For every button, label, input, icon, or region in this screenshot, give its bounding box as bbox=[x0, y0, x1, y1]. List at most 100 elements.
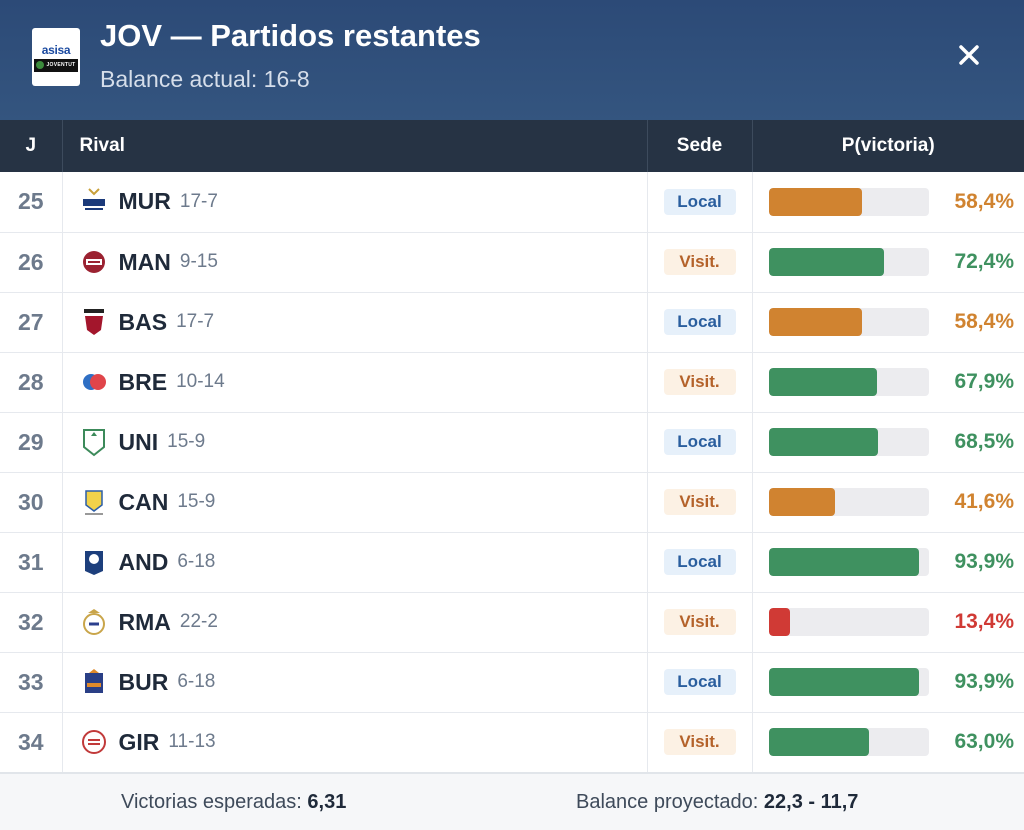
rival-name: CAN bbox=[118, 488, 169, 515]
rival-name: MAN bbox=[118, 248, 171, 275]
logo-team-text: JOVENTUT bbox=[46, 62, 76, 68]
rival-record: 6-18 bbox=[177, 671, 216, 692]
table-row[interactable]: 29 UNI 15-9 Local 68,5% bbox=[0, 412, 1024, 472]
probability-bar bbox=[768, 608, 929, 636]
summary-footer: Victorias esperadas: 6,31 Balance proyec… bbox=[0, 772, 1024, 830]
breogan-logo bbox=[81, 367, 107, 397]
baskonia-logo bbox=[81, 307, 107, 337]
table-row[interactable]: 27 BAS 17-7 Local 58,4% bbox=[0, 292, 1024, 352]
probability-bar bbox=[768, 488, 929, 516]
header-probability[interactable]: P(victoria) bbox=[841, 135, 935, 156]
probability-bar bbox=[768, 248, 929, 276]
joventut-logo: asisa JOVENTUT bbox=[32, 28, 80, 86]
header-rival[interactable]: Rival bbox=[62, 120, 648, 172]
probability-value: 13,4% bbox=[954, 610, 1014, 633]
baxi-manresa-logo bbox=[81, 247, 107, 277]
close-button[interactable] bbox=[952, 38, 986, 72]
table-row[interactable]: 25 MUR 17-7 Local 58,4% bbox=[0, 172, 1024, 232]
girona-logo bbox=[81, 727, 107, 757]
probability-bar-fill bbox=[768, 187, 862, 216]
table-row[interactable]: 26 MAN 9-15 Visit. 72,4% bbox=[0, 232, 1024, 292]
rival-name: BRE bbox=[118, 368, 168, 395]
table-row[interactable]: 30 CAN 15-9 Visit. 41,6% bbox=[0, 472, 1024, 532]
andorra-logo bbox=[81, 547, 107, 577]
probability-bar-fill bbox=[768, 428, 879, 456]
venue-badge: Local bbox=[663, 669, 736, 695]
probability-bar-fill bbox=[768, 308, 862, 336]
probability-value: 72,4% bbox=[954, 250, 1014, 273]
round-number: 27 bbox=[0, 292, 63, 352]
probability-bar bbox=[768, 308, 929, 336]
unicaja-logo bbox=[81, 427, 107, 457]
rival-record: 15-9 bbox=[177, 491, 216, 512]
modal-header: asisa JOVENTUT JOV — Partidos restantes … bbox=[0, 0, 1024, 120]
venue-badge: Local bbox=[663, 429, 736, 455]
projected-record-value: 22,3 - 11,7 bbox=[763, 790, 859, 813]
close-icon bbox=[959, 45, 979, 65]
table-row[interactable]: 32 RMA 22-2 Visit. 13,4% bbox=[0, 592, 1024, 652]
venue-badge: Visit. bbox=[663, 489, 736, 515]
probability-bar bbox=[768, 668, 929, 696]
ucam-murcia-logo bbox=[81, 187, 107, 217]
probability-value: 58,4% bbox=[954, 189, 1014, 213]
probability-bar-fill bbox=[768, 668, 919, 696]
venue-badge: Local bbox=[663, 549, 736, 575]
probability-value: 93,9% bbox=[954, 670, 1014, 693]
rival-record: 6-18 bbox=[177, 551, 216, 572]
probability-value: 63,0% bbox=[954, 730, 1014, 753]
round-number: 29 bbox=[0, 412, 63, 472]
rival-record: 17-7 bbox=[176, 311, 215, 332]
venue-badge: Visit. bbox=[663, 729, 736, 755]
probability-bar bbox=[768, 428, 929, 456]
probability-value: 58,4% bbox=[954, 310, 1014, 333]
rival-name: BUR bbox=[118, 668, 169, 695]
round-number: 28 bbox=[0, 352, 63, 412]
round-number: 31 bbox=[0, 532, 63, 592]
rival-record: 10-14 bbox=[176, 371, 225, 392]
rival-record: 15-9 bbox=[167, 431, 206, 452]
probability-value: 68,5% bbox=[954, 430, 1014, 453]
probability-bar bbox=[768, 187, 929, 216]
venue-badge: Visit. bbox=[663, 369, 736, 395]
round-number: 34 bbox=[0, 712, 63, 772]
venue-badge: Local bbox=[663, 309, 736, 335]
probability-value: 93,9% bbox=[954, 550, 1014, 573]
canarias-logo bbox=[81, 487, 107, 517]
current-record: Balance actual: 16-8 bbox=[100, 66, 310, 92]
round-number: 26 bbox=[0, 232, 63, 292]
round-number: 32 bbox=[0, 592, 63, 652]
probability-value: 41,6% bbox=[954, 490, 1014, 513]
venue-badge: Local bbox=[663, 188, 736, 215]
rival-name: GIR bbox=[118, 728, 160, 755]
header-sede[interactable]: Sede bbox=[647, 120, 753, 172]
header-j[interactable]: J bbox=[0, 120, 63, 172]
rival-name: UNI bbox=[118, 428, 159, 455]
modal-title: JOV — Partidos restantes bbox=[100, 18, 481, 53]
table-row[interactable]: 34 GIR 11-13 Visit. 63,0% bbox=[0, 712, 1024, 772]
probability-bar-fill bbox=[768, 548, 919, 576]
table-row[interactable]: 28 BRE 10-14 Visit. 67,9% bbox=[0, 352, 1024, 412]
expected-wins: Victorias esperadas: 6,31 bbox=[121, 790, 347, 813]
logo-sponsor-text: asisa bbox=[41, 42, 71, 57]
probability-bar-fill bbox=[768, 728, 870, 756]
round-number: 25 bbox=[0, 172, 63, 232]
venue-badge: Visit. bbox=[663, 609, 736, 635]
probability-value: 67,9% bbox=[954, 370, 1014, 393]
probability-bar-fill bbox=[768, 248, 885, 276]
venue-badge: Visit. bbox=[663, 249, 736, 275]
probability-bar-fill bbox=[768, 488, 836, 516]
table-header-row: J Rival Sede P(victoria) bbox=[0, 120, 1024, 172]
table-row[interactable]: 33 BUR 6-18 Local 93,9% bbox=[0, 652, 1024, 712]
rival-record: 11-13 bbox=[168, 731, 216, 752]
probability-bar-fill bbox=[768, 368, 878, 396]
table-row[interactable]: 31 AND 6-18 Local 93,9% bbox=[0, 532, 1024, 592]
probability-bar-fill bbox=[768, 608, 790, 636]
rival-name: RMA bbox=[118, 608, 171, 635]
rival-record: 22-2 bbox=[179, 611, 218, 632]
rival-name: MUR bbox=[118, 188, 171, 215]
burgos-logo bbox=[81, 667, 107, 697]
games-table: J Rival Sede P(victoria) 25 MUR 17-7 Local 5… bbox=[0, 120, 1024, 773]
projected-record: Balance proyectado: 22,3 - 11,7 bbox=[576, 790, 859, 813]
real-madrid-logo bbox=[81, 607, 107, 637]
